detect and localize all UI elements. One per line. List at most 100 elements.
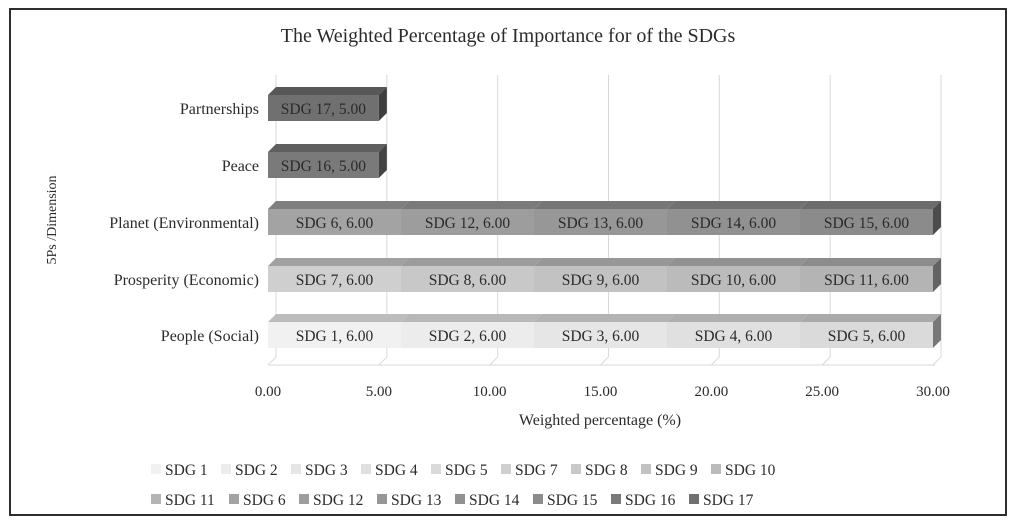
y-axis-label: 5Ps /Dimension	[45, 175, 60, 264]
bar-segment	[268, 152, 379, 178]
bar-segment	[534, 209, 667, 235]
legend-swatch	[361, 464, 371, 474]
bar-top-face	[401, 314, 542, 322]
x-tick-label: 15.00	[584, 384, 618, 400]
x-tick-label: 10.00	[473, 384, 507, 400]
bar-top-face	[667, 314, 808, 322]
legend-item: SDG 13	[391, 492, 442, 509]
legend-item: SDG 2	[235, 462, 278, 479]
data-label: SDG 13, 6.00	[558, 215, 644, 232]
bar-top-face	[268, 144, 387, 152]
bar-top-face	[800, 258, 941, 266]
legend-item: SDG 10	[725, 462, 776, 479]
legend-item: SDG 4	[375, 462, 418, 479]
bar-segment	[800, 322, 933, 348]
y-category-label: Planet (Environmental)	[109, 215, 259, 232]
data-label: SDG 3, 6.00	[562, 328, 640, 345]
chart-title: The Weighted Percentage of Importance fo…	[281, 25, 736, 47]
legend-item: SDG 17	[703, 492, 754, 509]
legend-item: SDG 5	[445, 462, 488, 479]
data-label: SDG 9, 6.00	[562, 272, 640, 289]
bar-top-face	[800, 314, 941, 322]
bar-top-face	[667, 258, 808, 266]
legend-swatch	[431, 464, 441, 474]
bar-top-face	[268, 201, 409, 209]
gridline-floor	[821, 356, 831, 366]
bar-top-face	[534, 314, 675, 322]
bar-segment	[401, 322, 534, 348]
bar-top-face	[268, 87, 387, 95]
legend-swatch	[711, 464, 721, 474]
legend-swatch	[291, 464, 301, 474]
legend-item: SDG 12	[313, 492, 363, 509]
bar-segment	[667, 266, 800, 292]
bar-side-face	[933, 314, 941, 348]
legend-item: SDG 15	[547, 492, 598, 509]
legend-item: SDG 16	[625, 492, 676, 509]
bar-segment	[401, 209, 534, 235]
legend-item: SDG 11	[165, 492, 215, 509]
legend-item: SDG 14	[469, 492, 520, 509]
bar-top-face	[401, 201, 542, 209]
y-category-label: People (Social)	[161, 328, 259, 345]
data-label: SDG 11, 6.00	[824, 272, 909, 289]
data-label: SDG 15, 6.00	[824, 215, 910, 232]
data-label: SDG 2, 6.00	[429, 328, 507, 345]
x-axis-label: Weighted percentage (%)	[519, 412, 681, 429]
legend-swatch	[299, 494, 309, 504]
data-label: SDG 16, 5.00	[281, 158, 367, 175]
bar-segment	[268, 209, 401, 235]
legend-item: SDG 1	[165, 462, 208, 479]
gridline-floor	[378, 356, 388, 366]
gridline-floor	[932, 356, 942, 366]
legend-swatch	[377, 494, 387, 504]
legend-swatch	[611, 494, 621, 504]
x-tick-label: 25.00	[805, 384, 839, 400]
data-label: SDG 12, 6.00	[425, 215, 511, 232]
legend-swatch	[533, 494, 543, 504]
legend-item: SDG 6	[243, 492, 286, 509]
legend-item: SDG 7	[515, 462, 558, 479]
legend-swatch	[571, 464, 581, 474]
data-label: SDG 7, 6.00	[296, 272, 374, 289]
bar-side-face	[933, 258, 941, 292]
y-category-label: Partnerships	[180, 101, 259, 118]
legend-item: SDG 9	[655, 462, 698, 479]
y-category-label: Prosperity (Economic)	[114, 272, 259, 289]
bar-top-face	[268, 258, 409, 266]
bar-side-face	[378, 144, 387, 178]
bar-segment	[800, 209, 933, 235]
bar-top-face	[401, 258, 542, 266]
bar-segment	[667, 322, 800, 348]
data-label: SDG 6, 6.00	[296, 215, 374, 232]
bar-top-face	[667, 201, 808, 209]
bar-side-face	[933, 201, 941, 235]
data-label: SDG 17, 5.00	[281, 101, 367, 118]
data-label: SDG 8, 6.00	[429, 272, 507, 289]
bar-segment	[268, 95, 379, 121]
x-tick-label: 0.00	[255, 384, 281, 400]
data-label: SDG 1, 6.00	[296, 328, 374, 345]
legend-swatch	[689, 494, 699, 504]
legend-swatch	[221, 464, 231, 474]
legend-swatch	[151, 464, 161, 474]
bar-top-face	[800, 201, 941, 209]
bar-segment	[401, 266, 534, 292]
bar-segment	[268, 322, 401, 348]
legend-item: SDG 8	[585, 462, 628, 479]
data-label: SDG 5, 6.00	[828, 328, 906, 345]
bar-side-face	[378, 87, 387, 121]
legend-swatch	[501, 464, 511, 474]
chart-frame: The Weighted Percentage of Importance fo…	[9, 8, 1007, 516]
legend-swatch	[641, 464, 651, 474]
bar-top-face	[534, 201, 675, 209]
bar-segment	[268, 266, 401, 292]
gridline-floor	[600, 356, 609, 366]
x-tick-label: 20.00	[694, 384, 728, 400]
legend-swatch	[455, 494, 465, 504]
gridline-floor	[489, 356, 499, 366]
bar-segment	[534, 322, 667, 348]
bar-segment	[667, 209, 800, 235]
y-category-label: Peace	[222, 158, 259, 175]
bar-top-face	[268, 314, 409, 322]
